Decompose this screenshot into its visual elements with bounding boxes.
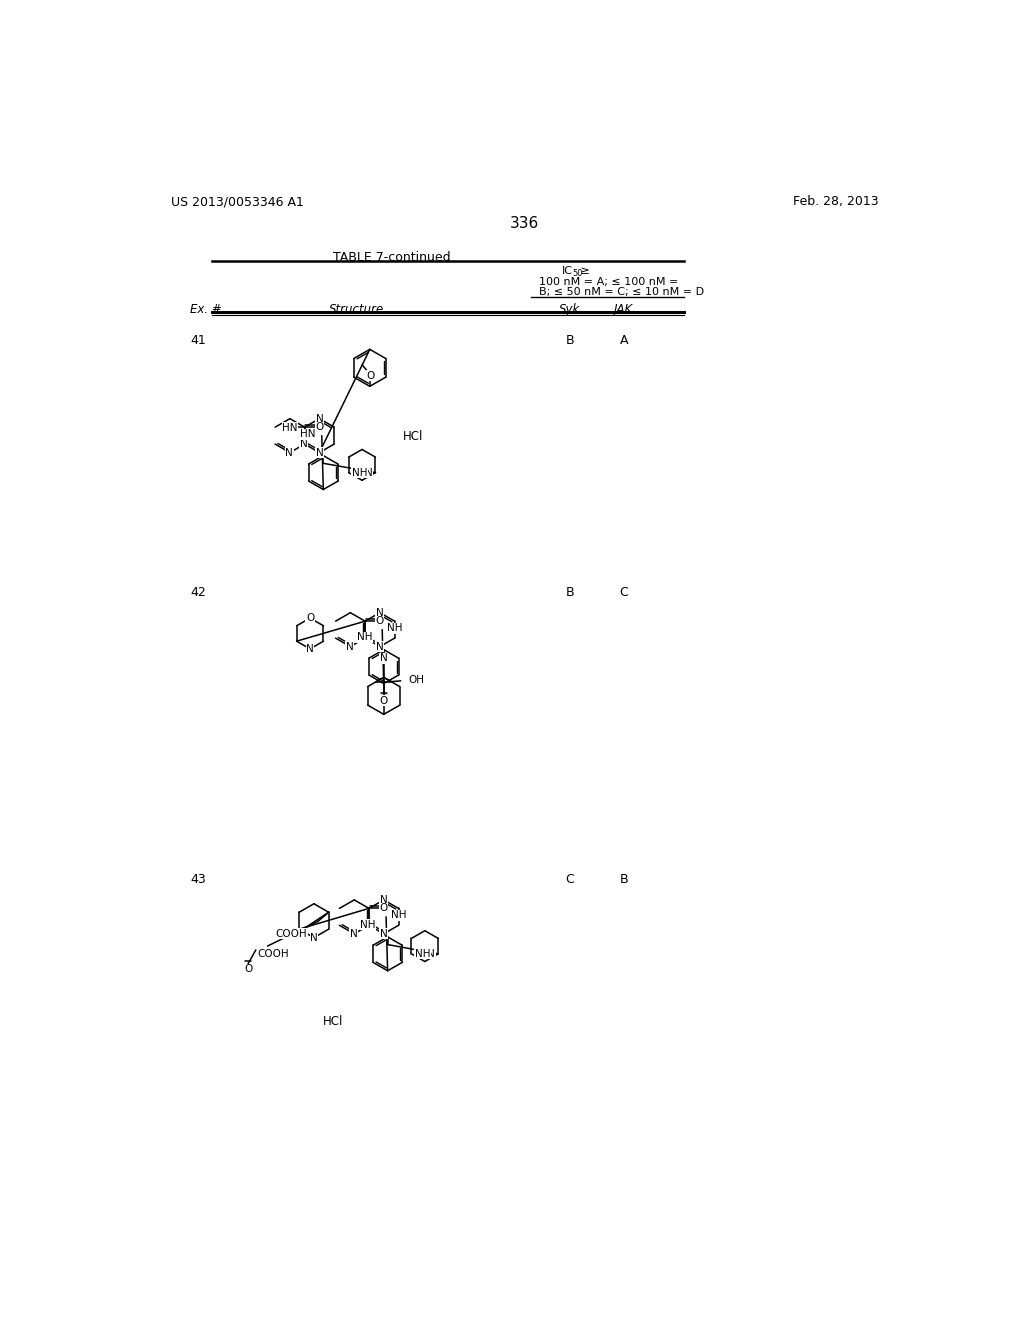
Text: NH: NH [351, 467, 368, 478]
Text: B: B [620, 873, 629, 886]
Text: HN: HN [300, 429, 315, 440]
Text: HN: HN [283, 422, 298, 433]
Text: JAK: JAK [614, 304, 634, 317]
Text: N: N [315, 413, 324, 424]
Text: N: N [380, 653, 388, 663]
Text: N: N [376, 607, 384, 618]
Text: 42: 42 [190, 586, 206, 599]
Text: NH: NH [387, 623, 402, 634]
Text: 336: 336 [510, 216, 540, 231]
Text: A: A [620, 334, 629, 347]
Text: NH: NH [360, 920, 376, 929]
Text: 43: 43 [190, 873, 206, 886]
Text: O: O [376, 616, 384, 626]
Text: O: O [315, 422, 324, 432]
Text: COOH: COOH [275, 929, 307, 939]
Text: N: N [380, 895, 388, 906]
Text: N: N [380, 929, 388, 939]
Text: N: N [315, 447, 324, 458]
Text: HCl: HCl [403, 430, 424, 444]
Text: B: B [565, 586, 574, 599]
Text: C: C [565, 873, 574, 886]
Text: O: O [306, 612, 314, 623]
Text: Feb. 28, 2013: Feb. 28, 2013 [794, 195, 879, 209]
Text: N: N [306, 644, 314, 653]
Text: US 2013/0053346 A1: US 2013/0053346 A1 [171, 195, 303, 209]
Text: HCl: HCl [324, 1015, 344, 1028]
Text: N: N [286, 447, 293, 458]
Text: ≥: ≥ [577, 267, 590, 276]
Text: NH: NH [391, 911, 407, 920]
Text: N: N [300, 440, 308, 449]
Text: Syk: Syk [559, 304, 581, 317]
Text: 100 nM = A; ≤ 100 nM =: 100 nM = A; ≤ 100 nM = [539, 277, 678, 286]
Text: 50: 50 [572, 269, 584, 279]
Text: N: N [365, 467, 373, 478]
Text: B; ≤ 50 nM = C; ≤ 10 nM = D: B; ≤ 50 nM = C; ≤ 10 nM = D [539, 286, 703, 297]
Text: B: B [565, 334, 574, 347]
Text: Ex. #: Ex. # [190, 304, 222, 317]
Text: COOH: COOH [257, 949, 289, 958]
Text: N: N [376, 642, 384, 652]
Text: O: O [380, 696, 388, 706]
Text: TABLE 7-continued: TABLE 7-continued [333, 251, 451, 264]
Text: N: N [310, 933, 317, 942]
Text: NH: NH [356, 632, 372, 643]
Text: O: O [380, 903, 388, 913]
Text: NH: NH [415, 949, 430, 958]
Text: O: O [244, 964, 252, 974]
Text: C: C [620, 586, 629, 599]
Text: O: O [367, 371, 375, 380]
Text: IC: IC [562, 267, 573, 276]
Text: N: N [346, 642, 353, 652]
Text: N: N [349, 929, 357, 939]
Text: N: N [427, 949, 435, 958]
Text: Structure: Structure [329, 304, 384, 317]
Text: OH: OH [409, 675, 425, 685]
Text: 41: 41 [190, 334, 206, 347]
